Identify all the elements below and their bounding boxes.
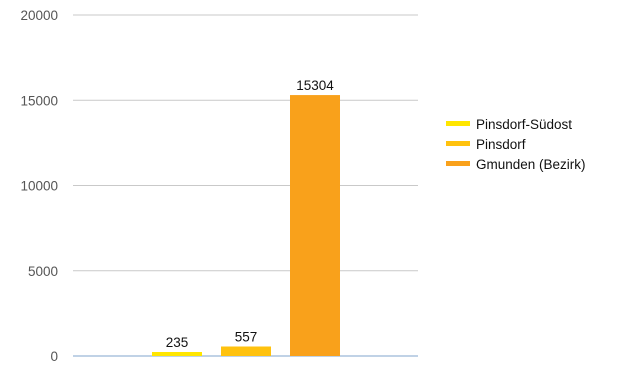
legend: Pinsdorf-Südost Pinsdorf Gmunden (Bezirk)	[446, 117, 586, 172]
y-tick-label: 5000	[28, 264, 58, 279]
legend-label: Pinsdorf	[476, 137, 526, 152]
legend-swatch	[446, 161, 470, 166]
bar	[290, 95, 340, 356]
data-label: 15304	[296, 78, 334, 93]
data-label: 557	[235, 330, 258, 345]
data-label: 235	[166, 335, 189, 350]
legend-label: Pinsdorf-Südost	[476, 117, 572, 132]
data-labels: 235 557 15304	[166, 78, 335, 350]
legend-label: Gmunden (Bezirk)	[476, 157, 586, 172]
y-tick-label: 15000	[20, 93, 58, 108]
bar	[221, 346, 271, 356]
y-tick-label: 20000	[20, 8, 58, 23]
y-axis: 0 5000 10000 15000 20000	[20, 8, 58, 364]
y-tick-label: 10000	[20, 179, 58, 194]
bars	[152, 95, 340, 356]
legend-swatch	[446, 121, 470, 126]
legend-swatch	[446, 141, 470, 146]
bar	[152, 351, 202, 356]
y-tick-label: 0	[50, 349, 58, 364]
grid	[73, 14, 418, 357]
